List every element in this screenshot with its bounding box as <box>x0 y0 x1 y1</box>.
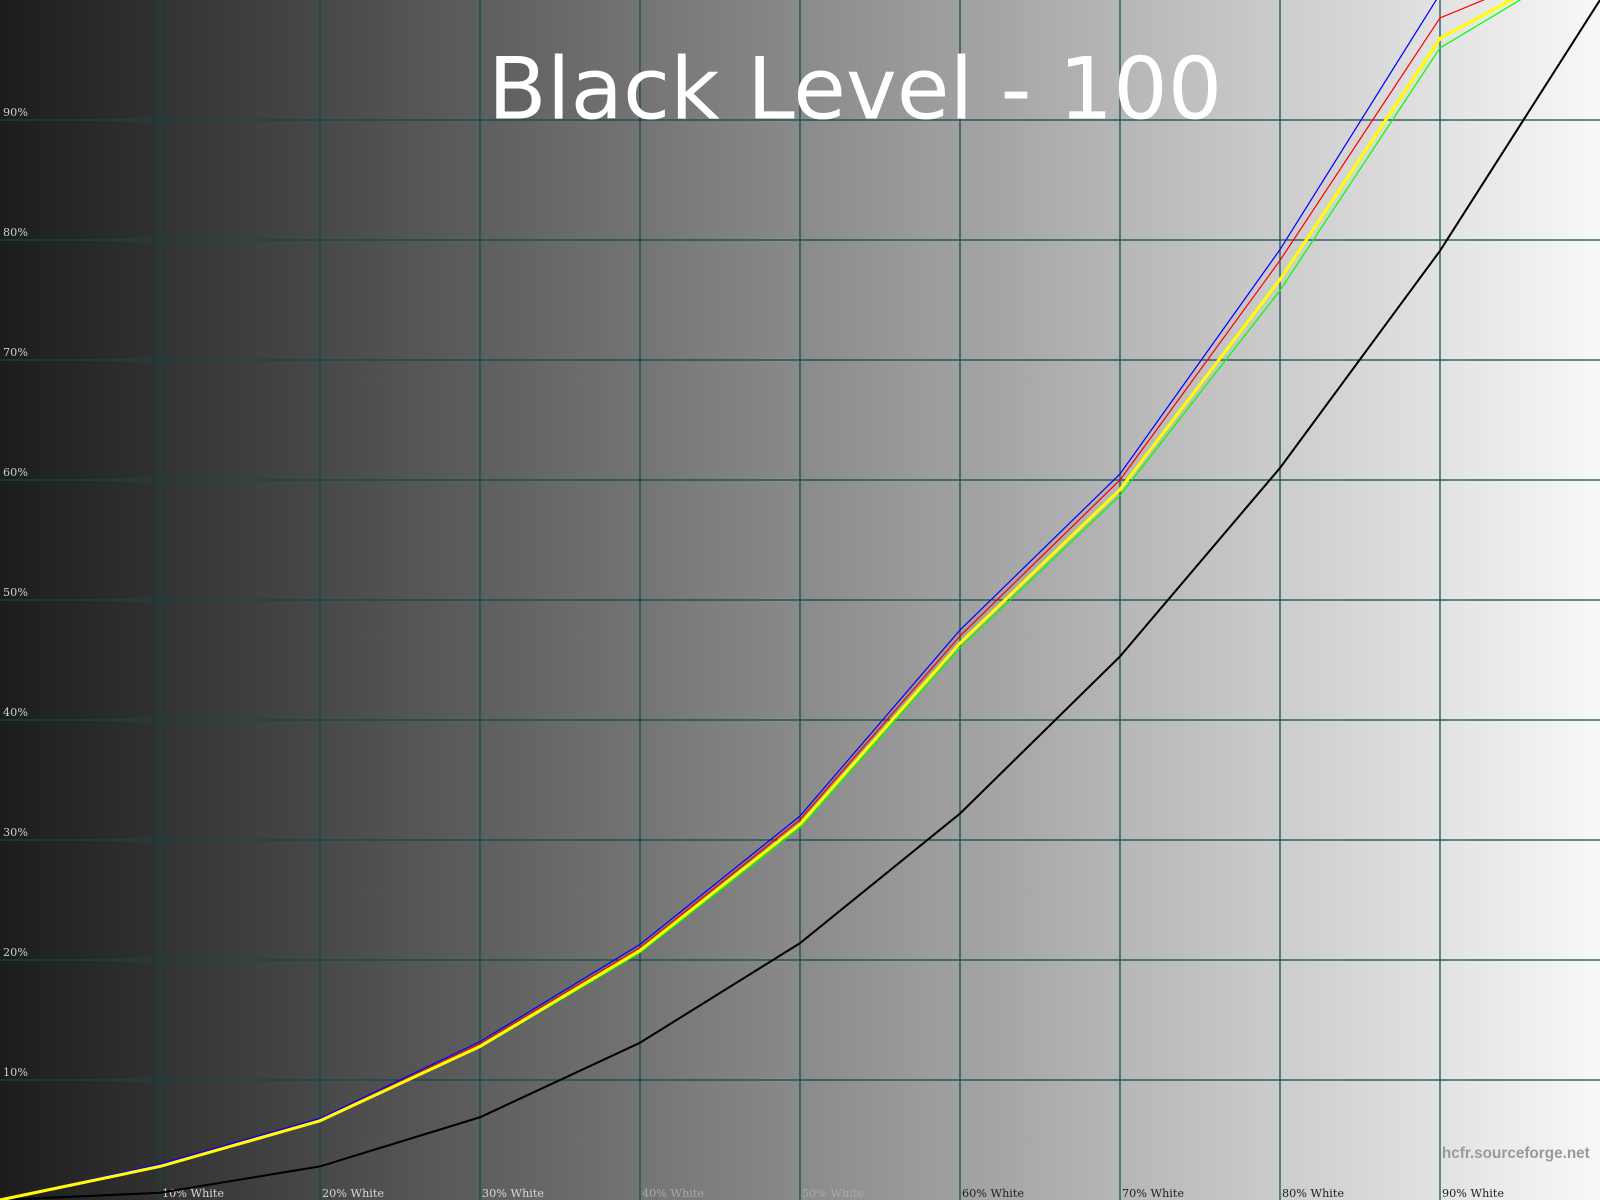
y-tick-label: 50% <box>3 586 28 599</box>
watermark: hcfr.sourceforge.net <box>1442 1145 1590 1162</box>
x-tick-label: 10% White <box>162 1187 224 1200</box>
y-tick-label: 40% <box>3 706 28 719</box>
x-tick-label: 80% White <box>1282 1187 1344 1200</box>
y-tick-label: 20% <box>3 946 28 959</box>
chart-title: Black Level - 100 <box>488 39 1222 139</box>
x-tick-label: 70% White <box>1122 1187 1184 1200</box>
y-tick-label: 30% <box>3 826 28 839</box>
x-tick-label: 60% White <box>962 1187 1024 1200</box>
x-tick-labels: 10% White 20% White 30% White 40% White 50% … <box>162 1187 1504 1200</box>
x-tick-label: 40% White <box>642 1187 704 1200</box>
y-tick-label: 90% <box>3 106 28 119</box>
y-tick-labels: 10% 20% 30% 40% 50% 60% 70% 80% 90% <box>3 106 28 1079</box>
y-tick-label: 70% <box>3 346 28 359</box>
y-tick-label: 10% <box>3 1066 28 1079</box>
x-tick-label: 20% White <box>322 1187 384 1200</box>
x-tick-label: 30% White <box>482 1187 544 1200</box>
x-tick-label: 50% White <box>802 1187 864 1200</box>
y-tick-label: 80% <box>3 226 28 239</box>
y-tick-label: 60% <box>3 466 28 479</box>
x-tick-label: 90% White <box>1442 1187 1504 1200</box>
